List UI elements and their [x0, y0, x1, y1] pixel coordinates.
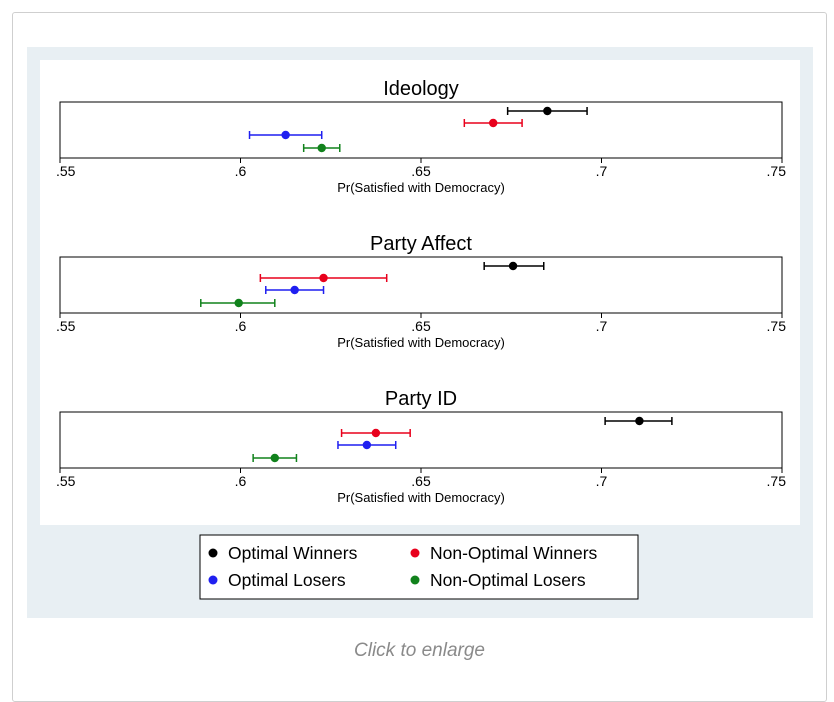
legend-label-optimal-losers: Optimal Losers	[228, 570, 346, 590]
legend-marker-non-optimal-losers	[410, 575, 420, 585]
panel-title: Party ID	[385, 388, 457, 410]
point-estimate	[319, 273, 328, 283]
plot-area	[59, 411, 783, 469]
panels-group: Ideology .55 .6 .65 .7 .75 Pr(Satisfied with D…	[56, 78, 786, 505]
series-optimal-winners	[483, 261, 545, 271]
series-optimal-winners	[604, 416, 673, 426]
legend-label-optimal-winners: Optimal Winners	[228, 543, 358, 563]
series-optimal-losers	[248, 130, 323, 140]
plot-area	[59, 256, 783, 314]
point-estimate	[270, 453, 279, 463]
point-estimate	[234, 298, 243, 308]
legend-box	[199, 534, 639, 600]
x-tick-label: .55	[56, 473, 76, 489]
series-non-optimal-winners	[259, 273, 388, 283]
x-axis-label: Pr(Satisfied with Democracy)	[337, 180, 505, 195]
x-tick-label: .65	[411, 318, 431, 334]
x-tick-label: .55	[56, 163, 76, 179]
point-estimate	[362, 440, 372, 450]
legend: Optimal Winners Non-Optimal Winners Optima…	[199, 534, 639, 600]
series-optimal-winners	[506, 106, 588, 116]
plot-area	[59, 101, 783, 159]
x-tick-label: .7	[596, 318, 608, 334]
point-estimate	[290, 285, 299, 295]
x-tick-label: .6	[235, 163, 247, 179]
point-estimate	[281, 130, 290, 140]
x-tick-label: .75	[767, 163, 787, 179]
legend-label-non-optimal-losers: Non-Optimal Losers	[430, 570, 586, 590]
series-non-optimal-winners	[463, 118, 523, 128]
legend-marker-non-optimal-winners	[410, 548, 420, 558]
x-tick-label: .6	[235, 473, 247, 489]
x-axis-label: Pr(Satisfied with Democracy)	[337, 490, 505, 505]
series-optimal-losers	[337, 440, 397, 450]
point-estimate	[635, 416, 644, 426]
point-estimate	[317, 143, 326, 153]
series-non-optimal-losers	[252, 453, 298, 463]
legend-marker-optimal-winners	[208, 548, 218, 558]
x-tick-label: .55	[56, 318, 76, 334]
series-non-optimal-losers	[302, 143, 341, 153]
x-tick-label: .75	[767, 473, 787, 489]
series-non-optimal-losers	[200, 298, 276, 308]
panel-party-id: Party ID .55 .6 .65 .7 .75 Pr(Satisfied with D…	[56, 388, 786, 505]
x-tick-label: .6	[235, 318, 247, 334]
x-tick-label: .7	[596, 163, 608, 179]
legend-label-non-optimal-winners: Non-Optimal Winners	[430, 543, 598, 563]
panel-title: Ideology	[383, 78, 459, 100]
point-estimate	[508, 261, 518, 271]
x-tick-label: .7	[596, 473, 608, 489]
point-estimate	[489, 118, 498, 128]
x-tick-label: .65	[411, 163, 431, 179]
x-tick-label: .75	[767, 318, 787, 334]
legend-marker-optimal-losers	[208, 575, 218, 585]
panel-title: Party Affect	[370, 233, 472, 255]
panel-party-affect: Party Affect .55 .6 .65 .7 .75 Pr(Satisfied wi…	[56, 233, 786, 350]
x-tick-label: .65	[411, 473, 431, 489]
point-estimate	[543, 106, 552, 116]
series-optimal-losers	[265, 285, 325, 295]
point-estimate	[371, 428, 381, 438]
panel-ideology: Ideology .55 .6 .65 .7 .75 Pr(Satisfied with D…	[56, 78, 786, 195]
series-non-optimal-winners	[340, 428, 411, 438]
enlarge-caption[interactable]: Click to enlarge	[354, 640, 485, 661]
x-axis-label: Pr(Satisfied with Democracy)	[337, 335, 505, 350]
